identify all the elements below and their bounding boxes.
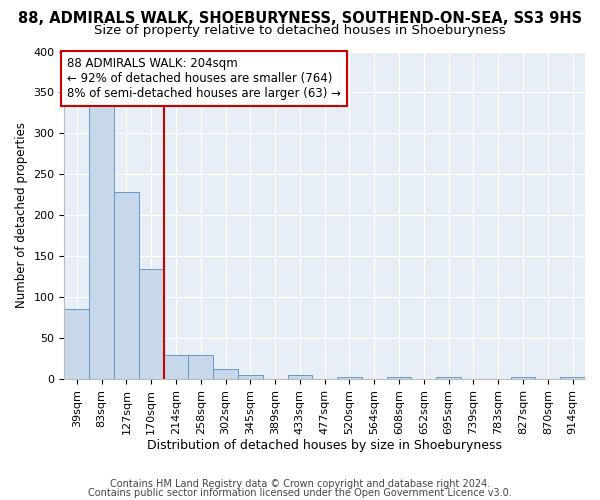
Text: Contains public sector information licensed under the Open Government Licence v3: Contains public sector information licen… bbox=[88, 488, 512, 498]
Bar bbox=[337, 376, 362, 379]
Bar bbox=[89, 104, 114, 379]
Bar bbox=[188, 356, 213, 379]
Bar bbox=[287, 375, 313, 379]
Bar bbox=[164, 356, 188, 379]
Bar bbox=[114, 192, 139, 379]
Bar bbox=[436, 376, 461, 379]
Bar bbox=[139, 268, 164, 379]
X-axis label: Distribution of detached houses by size in Shoeburyness: Distribution of detached houses by size … bbox=[147, 440, 502, 452]
Y-axis label: Number of detached properties: Number of detached properties bbox=[15, 122, 28, 308]
Text: 88 ADMIRALS WALK: 204sqm
← 92% of detached houses are smaller (764)
8% of semi-d: 88 ADMIRALS WALK: 204sqm ← 92% of detach… bbox=[67, 57, 341, 100]
Bar bbox=[64, 310, 89, 379]
Bar bbox=[386, 376, 412, 379]
Text: Size of property relative to detached houses in Shoeburyness: Size of property relative to detached ho… bbox=[94, 24, 506, 37]
Bar bbox=[511, 376, 535, 379]
Bar bbox=[560, 376, 585, 379]
Text: 88, ADMIRALS WALK, SHOEBURYNESS, SOUTHEND-ON-SEA, SS3 9HS: 88, ADMIRALS WALK, SHOEBURYNESS, SOUTHEN… bbox=[18, 11, 582, 26]
Bar bbox=[238, 375, 263, 379]
Text: Contains HM Land Registry data © Crown copyright and database right 2024.: Contains HM Land Registry data © Crown c… bbox=[110, 479, 490, 489]
Bar bbox=[213, 370, 238, 379]
